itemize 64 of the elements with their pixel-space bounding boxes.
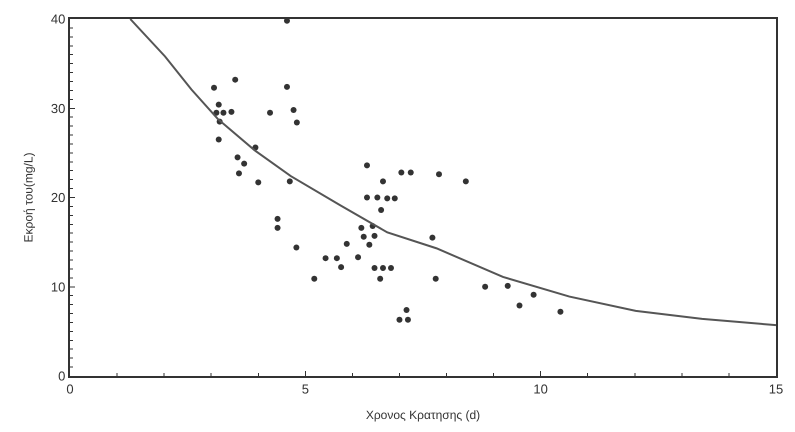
point	[380, 178, 386, 184]
point	[364, 162, 370, 168]
point	[380, 265, 386, 272]
point	[274, 216, 281, 222]
point	[355, 254, 362, 260]
point	[232, 76, 238, 83]
point	[322, 255, 329, 262]
point	[228, 108, 234, 115]
point	[372, 265, 378, 272]
point	[462, 178, 469, 184]
y-tick-label: 30	[50, 100, 66, 116]
point	[557, 308, 564, 315]
y-tick-label: 20	[50, 190, 66, 206]
point	[366, 242, 372, 248]
point	[293, 244, 300, 250]
point	[334, 255, 340, 262]
point	[504, 282, 511, 289]
y-axis-title: Εκροή του(mg/L)	[22, 152, 36, 242]
y-tick-label: 0	[58, 368, 66, 384]
point	[241, 160, 248, 167]
point	[530, 292, 537, 298]
point	[364, 194, 370, 200]
point	[384, 195, 390, 202]
point	[338, 264, 344, 270]
point	[360, 234, 367, 240]
point	[294, 120, 300, 126]
x-tick-label: 10	[533, 382, 548, 397]
point	[436, 171, 442, 178]
point	[311, 276, 318, 282]
point	[220, 110, 226, 116]
point	[344, 240, 350, 247]
point	[429, 234, 436, 241]
point	[404, 306, 410, 313]
point	[398, 170, 404, 176]
point	[378, 206, 384, 213]
point	[396, 316, 402, 323]
x-axis-title: Χρονος Κρατησης (d)	[366, 408, 480, 422]
point	[432, 276, 439, 282]
point	[216, 136, 222, 142]
point	[516, 302, 522, 308]
point	[284, 84, 290, 90]
line-series	[129, 19, 776, 326]
y-tick-label: 10	[50, 279, 66, 294]
point	[377, 276, 384, 282]
point	[404, 316, 411, 323]
point	[358, 224, 364, 231]
point	[211, 84, 218, 91]
point	[290, 107, 297, 114]
point	[216, 102, 222, 108]
y-tick-label: 40	[50, 12, 66, 27]
point	[388, 265, 394, 272]
point	[255, 179, 262, 186]
point	[372, 232, 378, 239]
point	[286, 178, 293, 184]
point	[408, 170, 414, 176]
point	[267, 110, 274, 116]
point	[482, 284, 488, 290]
x-tick-label: 5	[302, 382, 309, 397]
point	[392, 195, 398, 202]
point	[234, 154, 241, 160]
point	[374, 194, 380, 200]
point	[236, 170, 242, 176]
x-tick-label: 15	[768, 382, 784, 397]
point	[274, 224, 281, 231]
